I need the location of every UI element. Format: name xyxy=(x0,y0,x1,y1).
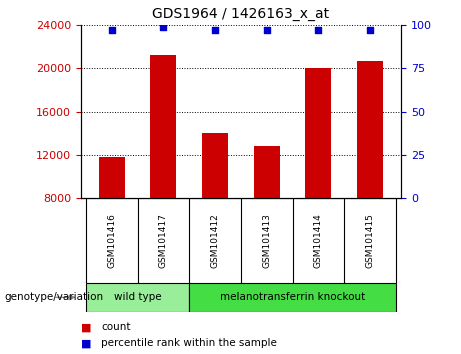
Title: GDS1964 / 1426163_x_at: GDS1964 / 1426163_x_at xyxy=(152,7,330,21)
Text: ■: ■ xyxy=(81,322,91,332)
Bar xyxy=(202,133,228,198)
Bar xyxy=(150,55,176,198)
Text: GSM101417: GSM101417 xyxy=(159,213,168,268)
Point xyxy=(366,27,374,33)
Text: GSM101412: GSM101412 xyxy=(211,213,219,268)
Bar xyxy=(99,157,124,198)
Bar xyxy=(254,146,280,198)
Point xyxy=(315,27,322,33)
Point xyxy=(108,27,115,33)
Bar xyxy=(86,283,189,312)
Text: GSM101415: GSM101415 xyxy=(366,213,375,268)
Point xyxy=(160,24,167,29)
Text: GSM101416: GSM101416 xyxy=(107,213,116,268)
Text: wild type: wild type xyxy=(114,292,161,302)
Point xyxy=(263,27,271,33)
Text: GSM101414: GSM101414 xyxy=(314,213,323,268)
Bar xyxy=(357,61,383,198)
Bar xyxy=(306,68,331,198)
Text: genotype/variation: genotype/variation xyxy=(5,292,104,302)
Text: GSM101413: GSM101413 xyxy=(262,213,271,268)
Text: percentile rank within the sample: percentile rank within the sample xyxy=(101,338,278,348)
Text: ■: ■ xyxy=(81,338,91,348)
Point xyxy=(211,27,219,33)
Text: count: count xyxy=(101,322,131,332)
Text: melanotransferrin knockout: melanotransferrin knockout xyxy=(220,292,365,302)
Bar xyxy=(189,283,396,312)
